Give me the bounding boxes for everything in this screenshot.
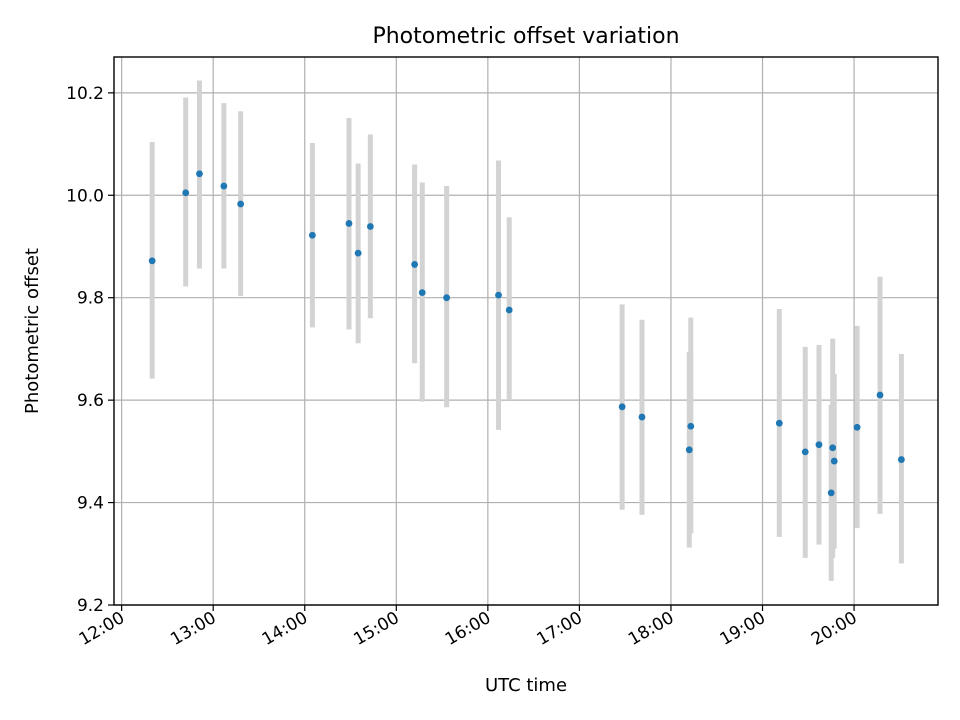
y-tick-label: 10.2 xyxy=(66,84,104,104)
data-point xyxy=(443,294,451,302)
data-point xyxy=(876,391,884,399)
data-point xyxy=(801,448,809,456)
data-point xyxy=(411,261,419,268)
data-point xyxy=(827,489,835,497)
data-point xyxy=(418,289,426,296)
y-axis-label: Photometric offset xyxy=(22,248,43,414)
y-tick-label: 9.6 xyxy=(77,391,104,411)
plot-frame xyxy=(113,56,939,606)
data-point xyxy=(495,291,502,299)
y-tick-label: 9.4 xyxy=(77,494,104,514)
data-point xyxy=(366,223,374,230)
data-point xyxy=(345,220,353,227)
y-tick-label: 10.0 xyxy=(66,186,104,206)
data-point xyxy=(815,441,823,449)
data-point xyxy=(638,413,646,421)
data-point xyxy=(220,182,228,190)
data-point xyxy=(687,422,695,430)
data-point xyxy=(775,419,783,427)
data-point xyxy=(829,444,837,452)
y-tick-label: 9.2 xyxy=(77,596,104,616)
data-point xyxy=(196,170,203,178)
data-point xyxy=(308,231,316,239)
data-point xyxy=(897,456,905,463)
y-tick-label: 9.8 xyxy=(77,289,104,309)
data-point xyxy=(354,249,362,257)
data-point xyxy=(182,189,190,197)
data-points xyxy=(148,170,905,497)
data-point xyxy=(618,403,626,411)
y-axis-ticks: 9.2 9.4 9.6 9.8 10.0 10.2 xyxy=(66,84,114,616)
data-point xyxy=(148,257,156,265)
data-point xyxy=(853,423,861,431)
data-point xyxy=(830,457,838,465)
data-point xyxy=(237,200,245,208)
data-point xyxy=(505,306,513,314)
chart-title: Photometric offset variation xyxy=(372,24,679,49)
data-point xyxy=(685,446,693,454)
x-axis-label: UTC time xyxy=(485,675,567,696)
